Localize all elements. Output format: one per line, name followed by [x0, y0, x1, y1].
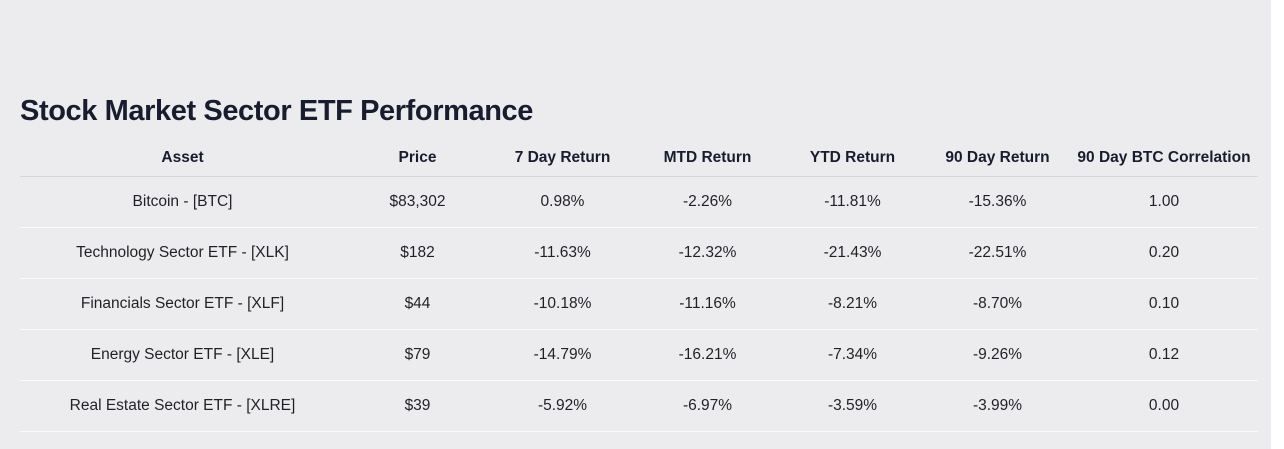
etf-performance-table: Asset Price 7 Day Return MTD Return YTD …	[20, 140, 1258, 432]
90day-return-cell: -15.36%	[925, 176, 1070, 228]
asset-cell: Financials Sector ETF - [XLF]	[20, 278, 345, 330]
column-header-asset: Asset	[20, 140, 345, 177]
btc-correlation-cell: 0.12	[1070, 329, 1258, 381]
ytd-return-cell: -8.21%	[780, 278, 925, 330]
ytd-return-cell: -21.43%	[780, 227, 925, 279]
table-row: Bitcoin - [BTC] $83,302 0.98% -2.26% -11…	[20, 176, 1258, 228]
column-header-90day-return: 90 Day Return	[925, 140, 1070, 177]
mtd-return-cell: -6.97%	[635, 380, 780, 432]
ytd-return-cell: -3.59%	[780, 380, 925, 432]
table-row: Technology Sector ETF - [XLK] $182 -11.6…	[20, 227, 1258, 279]
asset-cell: Technology Sector ETF - [XLK]	[20, 227, 345, 279]
column-header-ytd-return: YTD Return	[780, 140, 925, 177]
column-header-7day-return: 7 Day Return	[490, 140, 635, 177]
ytd-return-cell: -11.81%	[780, 176, 925, 228]
mtd-return-cell: -11.16%	[635, 278, 780, 330]
table-row: Financials Sector ETF - [XLF] $44 -10.18…	[20, 278, 1258, 330]
7day-return-cell: 0.98%	[490, 176, 635, 228]
90day-return-cell: -3.99%	[925, 380, 1070, 432]
table-row: Real Estate Sector ETF - [XLRE] $39 -5.9…	[20, 380, 1258, 432]
price-cell: $83,302	[345, 176, 490, 228]
price-cell: $79	[345, 329, 490, 381]
page-title: Stock Market Sector ETF Performance	[20, 95, 534, 128]
price-cell: $182	[345, 227, 490, 279]
mtd-return-cell: -2.26%	[635, 176, 780, 228]
ytd-return-cell: -7.34%	[780, 329, 925, 381]
table-body: Bitcoin - [BTC] $83,302 0.98% -2.26% -11…	[20, 176, 1258, 432]
asset-cell: Energy Sector ETF - [XLE]	[20, 329, 345, 381]
btc-correlation-cell: 0.20	[1070, 227, 1258, 279]
table-header: Asset Price 7 Day Return MTD Return YTD …	[20, 140, 1258, 177]
7day-return-cell: -14.79%	[490, 329, 635, 381]
column-header-mtd-return: MTD Return	[635, 140, 780, 177]
7day-return-cell: -10.18%	[490, 278, 635, 330]
90day-return-cell: -22.51%	[925, 227, 1070, 279]
btc-correlation-cell: 0.10	[1070, 278, 1258, 330]
price-cell: $39	[345, 380, 490, 432]
mtd-return-cell: -16.21%	[635, 329, 780, 381]
right-edge-panel	[1271, 0, 1284, 449]
7day-return-cell: -11.63%	[490, 227, 635, 279]
90day-return-cell: -8.70%	[925, 278, 1070, 330]
7day-return-cell: -5.92%	[490, 380, 635, 432]
mtd-return-cell: -12.32%	[635, 227, 780, 279]
column-header-price: Price	[345, 140, 490, 177]
asset-cell: Real Estate Sector ETF - [XLRE]	[20, 380, 345, 432]
btc-correlation-cell: 1.00	[1070, 176, 1258, 228]
table-row: Energy Sector ETF - [XLE] $79 -14.79% -1…	[20, 329, 1258, 381]
90day-return-cell: -9.26%	[925, 329, 1070, 381]
price-cell: $44	[345, 278, 490, 330]
asset-cell: Bitcoin - [BTC]	[20, 176, 345, 228]
column-header-90day-btc-correlation: 90 Day BTC Correlation	[1070, 140, 1258, 177]
header-row: Asset Price 7 Day Return MTD Return YTD …	[20, 140, 1258, 177]
btc-correlation-cell: 0.00	[1070, 380, 1258, 432]
